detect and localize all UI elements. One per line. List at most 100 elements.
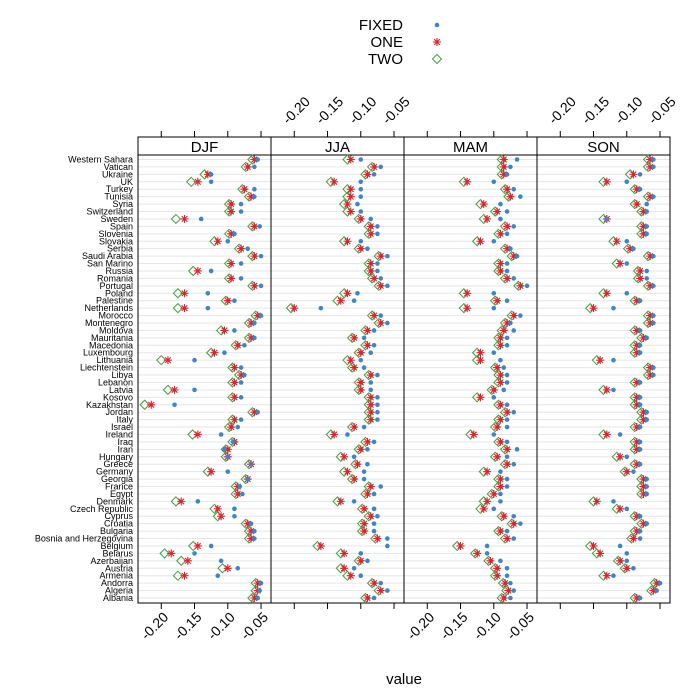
point-fixed [491,238,497,244]
point-fixed [192,551,197,556]
point-one [592,497,601,506]
point-fixed [637,350,643,356]
point-one [207,467,216,476]
point-one [479,200,488,209]
point-one [250,252,259,261]
point-one [503,185,512,194]
country-label: Lebanon [98,377,133,387]
point-fixed [368,350,374,356]
point-fixed [518,194,523,199]
point-one [370,311,379,320]
country-label: Latvia [109,385,133,395]
point-one [250,281,259,290]
point-one [493,452,502,461]
point-fixed [385,543,390,549]
country-label: Lithuania [96,355,133,365]
country-label: Libya [111,370,133,380]
point-one [363,341,372,350]
point-fixed [611,357,616,363]
point-fixed [491,290,497,296]
point-one [250,594,259,602]
point-one [340,564,349,573]
point-fixed [368,380,374,385]
point-fixed [504,484,510,489]
point-fixed [524,283,530,289]
country-label: Croatia [104,519,133,529]
point-one [223,296,232,305]
point-fixed [242,372,247,378]
point-fixed [644,268,650,274]
point-one [509,519,518,528]
point-fixed [255,595,260,601]
point-one [220,326,229,335]
country-label: Mauritania [91,333,133,343]
legend-symbol-two [431,53,443,65]
point-fixed [242,343,247,348]
point-one [486,556,495,565]
point-one [493,571,502,580]
point-one [370,162,379,171]
point-fixed [514,447,520,452]
point-one [343,467,352,476]
point-one [230,415,239,424]
point-one [230,378,239,387]
point-one [250,408,259,417]
point-one [602,289,611,298]
point-one [180,214,189,223]
point-one [353,460,362,469]
point-one [363,594,372,602]
point-one [506,192,515,201]
point-fixed [358,357,364,363]
point-fixed [651,194,656,199]
point-one [639,229,648,238]
country-label: Germany [96,467,134,477]
point-fixed [358,194,364,199]
point-fixed [611,305,616,311]
point-fixed [248,461,254,467]
point-fixed [504,298,510,304]
point-fixed [624,179,630,185]
point-fixed [351,499,357,504]
point-fixed [504,335,510,341]
point-one [163,356,172,365]
country-label: Sweden [100,214,133,224]
point-one [632,460,641,469]
point-one [376,319,385,328]
point-fixed [631,565,636,571]
country-label: Macedonia [89,340,133,350]
point-fixed [508,246,513,251]
point-one [499,594,508,602]
country-label: Turkey [106,184,134,194]
point-fixed [258,313,264,318]
point-one [463,304,472,313]
point-fixed [637,461,643,467]
country-label: Andorra [101,578,133,588]
point-one [233,341,242,350]
point-one [589,304,598,313]
point-one [346,185,355,194]
point-fixed [257,588,262,593]
point-one [193,430,202,439]
point-one [366,408,375,417]
point-fixed [504,573,510,579]
point-fixed [371,172,377,177]
point-fixed [252,194,257,199]
point-one [193,266,202,275]
point-one [346,155,355,164]
point-one [247,192,256,201]
point-one [253,311,262,320]
point-fixed [637,439,643,445]
country-label: Armenia [99,571,133,581]
x-tick-label: -0.05 [503,609,537,643]
point-fixed [192,357,197,363]
point-one [504,586,513,595]
point-fixed [514,157,520,162]
point-fixed [644,484,650,489]
point-one [363,437,372,446]
x-tick-label: -0.05 [379,93,413,127]
point-fixed [375,417,380,422]
point-one [356,556,365,565]
point-fixed [365,461,370,467]
point-fixed [238,417,244,422]
point-one [622,467,631,476]
